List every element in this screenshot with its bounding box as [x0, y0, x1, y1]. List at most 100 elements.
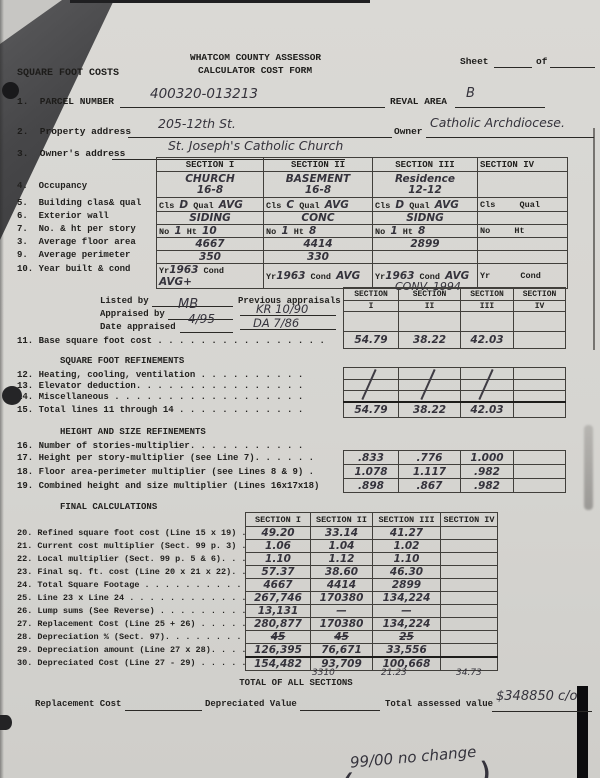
appraised-by-label: Appraised by	[100, 309, 165, 319]
year-s2: 1963	[276, 270, 306, 282]
height-mult-s2: .776	[416, 451, 443, 464]
class-qual-s4: Cls Qual	[477, 197, 568, 212]
perimeter-s1: 350	[199, 251, 221, 263]
depreciated-cost-s2: 93,709	[321, 658, 362, 670]
lump-sums-label: 26. Lump sums (See Reverse) . . . . . . …	[17, 606, 247, 616]
previous-appraisal-1: KR 10/90	[256, 302, 309, 316]
height-mult-s4	[513, 450, 566, 465]
mini-spacer-row	[343, 311, 566, 332]
occupancy-s1-name: CHURCH	[185, 172, 235, 185]
multipliers-table: .833 .776 1.000 1.078 1.117 .982 .898 .8…	[343, 450, 566, 493]
base-cost-s3: 42.03	[470, 334, 504, 346]
section-3-header: SECTION III	[372, 157, 478, 172]
misc-s4	[513, 390, 566, 402]
floor-area-label: 3. Average floor area	[17, 237, 136, 247]
stories-s2: No 1 Ht 8	[263, 224, 373, 238]
floor-area-s1: 4667	[195, 238, 225, 250]
date-appraised-label: Date appraised	[100, 322, 176, 332]
property-address-field	[128, 126, 392, 138]
lump-sums-row: 13,131 — —	[245, 604, 498, 618]
cond-s1: AVG+	[159, 276, 192, 288]
yr-label: Yr	[480, 271, 491, 281]
qual-value-s1: AVG	[218, 198, 243, 211]
story-count-s2: 1	[281, 225, 289, 237]
occupancy-s1-code: 16-8	[196, 183, 224, 196]
combined-mult-s1: .898	[358, 479, 384, 492]
local-mult-s4	[440, 552, 498, 566]
perimeter-label: 9. Average perimeter	[17, 250, 131, 260]
ht-label: Ht	[514, 226, 525, 236]
appraised-by-field	[168, 308, 233, 320]
class-qual-s1: Cls D Qual AVG	[156, 197, 264, 212]
qual-value-s3: AVG	[434, 198, 459, 211]
combined-mult-s4	[513, 478, 566, 493]
listed-by-field	[152, 295, 233, 307]
local-mult-s1: 1.10	[265, 553, 291, 565]
perimeter-s4	[477, 250, 568, 264]
depreciation-amt-s4	[440, 643, 498, 658]
combined-multiplier-label: 19. Combined height and size multiplier …	[17, 481, 320, 491]
cond-label: Cond	[310, 272, 331, 282]
floor-area-s3: 2899	[410, 238, 440, 250]
perimeter-s3	[372, 250, 478, 264]
no-label: No	[159, 227, 170, 237]
cond-s2: AVG	[336, 270, 361, 282]
height-mult-s3: 1.000	[470, 451, 504, 464]
cls-label: Cls	[159, 200, 175, 211]
misc-s3	[460, 390, 514, 402]
replacement-cost-total-label: Replacement Cost	[35, 699, 122, 709]
yr-label: Yr	[375, 272, 386, 282]
year-cond-s3: Yr1963 Cond AVG	[372, 263, 478, 289]
mini-section-word: SECTION	[460, 287, 514, 301]
cls-value-s3: D	[395, 198, 405, 211]
lump-sum-s1: 13,131	[257, 605, 299, 617]
bottom-left-ink-blob	[0, 715, 12, 730]
note-line1: 99/00 no change	[349, 742, 478, 772]
agency-title-line1: WHATCOM COUNTY ASSESSOR	[190, 52, 322, 63]
occupancy-s3-name: Residence	[395, 172, 455, 185]
year-cond-row: Yr1963 Cond AVG+ Yr1963 Cond AVG Yr1963 …	[156, 263, 568, 289]
cond-label: Cond	[520, 271, 541, 281]
depreciation-amount-label: 29. Depreciation amount (Line 27 x 28). …	[17, 645, 247, 655]
exterior-s1: SIDING	[189, 212, 231, 224]
occupancy-row: CHURCH 16-8 BASEMENT 16-8 Residence 12-1…	[156, 171, 568, 198]
local-mult-s3: 1.10	[393, 553, 420, 565]
sheet-field	[494, 56, 532, 68]
class-qual-s3: Cls D Qual AVG	[372, 197, 478, 212]
cond-label: Cond	[203, 266, 224, 276]
total-11-14-row: 54.79 38.22 42.03	[343, 400, 566, 418]
line23x24-s1: 267,746	[254, 592, 302, 604]
replacement-cost-row: 280,877 170380 134,224	[245, 617, 498, 631]
depreciation-pct-row: 45 45 25	[245, 630, 498, 644]
total-footage-label: 24. Total Square Footage . . . . . . . .…	[17, 580, 247, 590]
exterior-wall-label: 6. Exterior wall	[17, 211, 109, 221]
occupancy-s2-name: BASEMENT	[285, 172, 351, 185]
owner-value: Catholic Archdiocese.	[430, 115, 565, 130]
mini-section-word: SECTION	[398, 287, 461, 301]
local-multiplier-label: 22. Local multiplier (Sect. 99 p. 5 & 6)…	[17, 554, 247, 564]
line23x24-s4	[440, 591, 498, 605]
class-qual-row: Cls D Qual AVG Cls C Qual AVG Cls D Qual…	[156, 197, 568, 212]
total-11-14-s4	[513, 400, 566, 418]
stories-multiplier-label: 16. Number of stories-multiplier. . . . …	[17, 441, 304, 451]
depreciation-amt-s1: 126,395	[254, 644, 302, 656]
area-mult-s1: 1.078	[354, 465, 388, 478]
sections-table: SECTION I SECTION II SECTION III SECTION…	[156, 157, 568, 289]
occupancy-s3-code: 12-12	[408, 183, 442, 196]
misc-s1	[343, 390, 399, 402]
yr-label: Yr	[159, 266, 170, 276]
yr-label: Yr	[266, 272, 277, 282]
refined-cost-row: 49.20 33.14 41.27	[245, 526, 498, 540]
owners-address-value: St. Joseph's Catholic Church	[168, 138, 344, 153]
mini-numeral-1: I	[343, 300, 399, 312]
exterior-s3: SIDNG	[406, 212, 444, 224]
lump-sum-s4	[440, 604, 498, 618]
previous-appraisals-label: Previous appraisals	[238, 296, 341, 306]
parcel-number-value: 400320-013213	[150, 86, 258, 102]
final-cost-s1: 57.37	[261, 566, 295, 578]
misc-row	[343, 390, 566, 402]
occupancy-label: 4. Occupancy	[17, 181, 88, 191]
replacement-s4	[440, 617, 498, 631]
mini-header-numeral-row: I II III IV	[343, 300, 566, 312]
